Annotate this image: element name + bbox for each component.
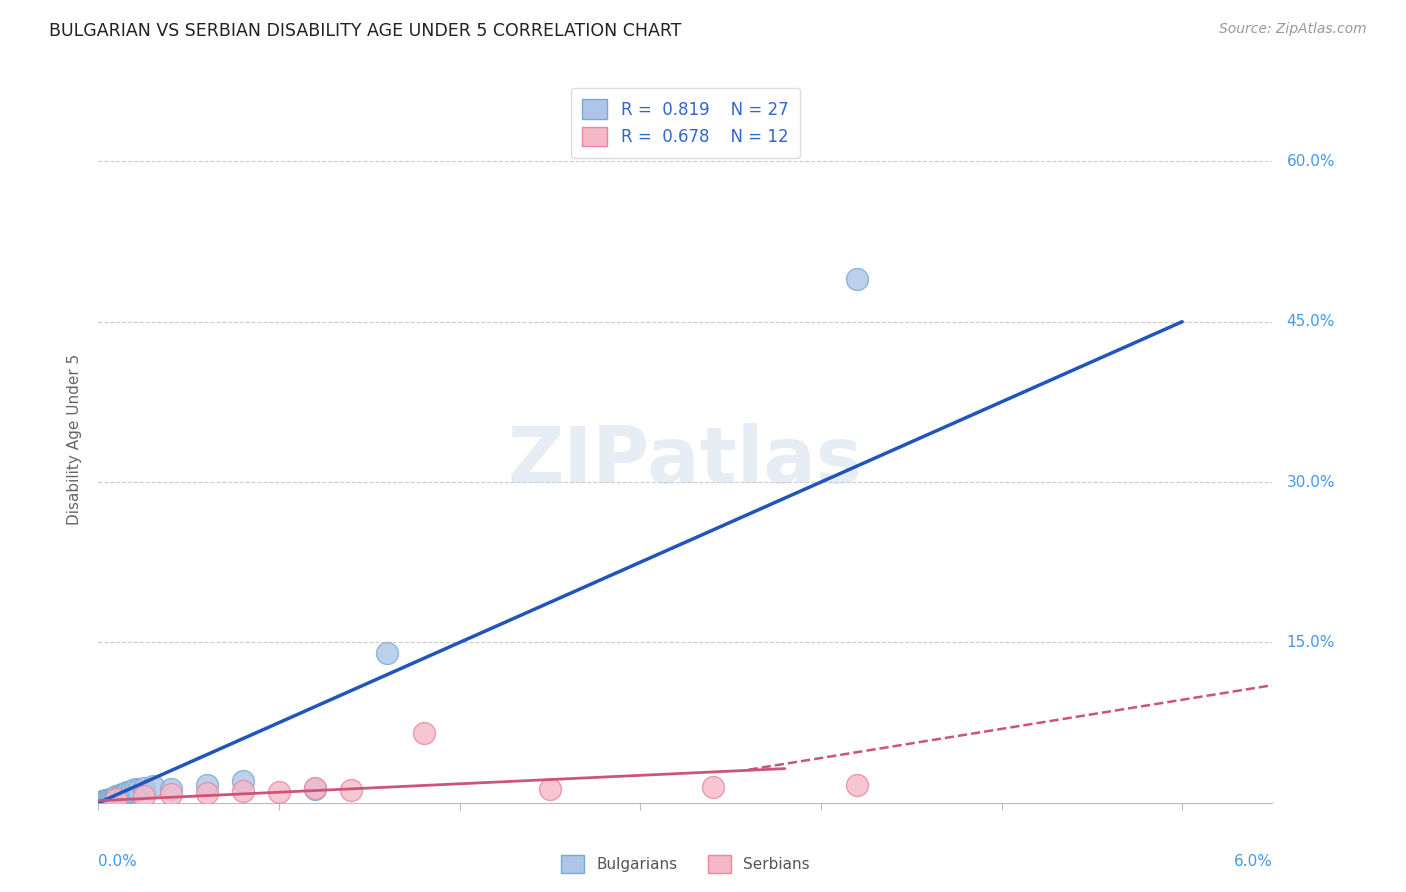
Text: Source: ZipAtlas.com: Source: ZipAtlas.com	[1219, 22, 1367, 37]
Point	[702, 780, 724, 794]
Point	[412, 726, 434, 740]
Point	[94, 792, 117, 806]
Text: 30.0%: 30.0%	[1286, 475, 1336, 490]
Point	[846, 778, 869, 792]
Point	[111, 787, 134, 801]
Point	[267, 785, 290, 799]
Y-axis label: Disability Age Under 5: Disability Age Under 5	[66, 354, 82, 524]
Point	[846, 272, 869, 286]
Point	[117, 785, 139, 799]
Point	[114, 786, 136, 800]
Point	[100, 791, 122, 805]
Text: BULGARIAN VS SERBIAN DISABILITY AGE UNDER 5 CORRELATION CHART: BULGARIAN VS SERBIAN DISABILITY AGE UNDE…	[49, 22, 682, 40]
Point	[100, 791, 122, 805]
Point	[304, 780, 326, 795]
Point	[93, 794, 115, 808]
Text: 15.0%: 15.0%	[1286, 635, 1334, 650]
Point	[124, 781, 146, 796]
Point	[105, 789, 128, 804]
Point	[132, 789, 155, 804]
Point	[127, 783, 149, 797]
Point	[159, 787, 181, 801]
Point	[195, 778, 218, 792]
Text: 0.0%: 0.0%	[98, 854, 138, 869]
Point	[96, 792, 118, 806]
Point	[98, 792, 121, 806]
Point	[120, 784, 142, 798]
Point	[232, 784, 254, 798]
Point	[91, 794, 114, 808]
Text: ZIPatlas: ZIPatlas	[508, 423, 863, 500]
Point	[101, 791, 124, 805]
Point	[104, 790, 127, 805]
Point	[340, 783, 363, 797]
Point	[105, 790, 128, 805]
Point	[304, 781, 326, 796]
Point	[232, 774, 254, 789]
Legend: Bulgarians, Serbians: Bulgarians, Serbians	[555, 849, 815, 879]
Point	[108, 789, 131, 803]
Point	[105, 791, 128, 805]
Point	[377, 646, 399, 660]
Point	[112, 789, 135, 803]
Point	[142, 779, 165, 793]
Point	[132, 780, 155, 795]
Point	[538, 781, 561, 796]
Text: 6.0%: 6.0%	[1233, 854, 1272, 869]
Point	[195, 786, 218, 800]
Text: 45.0%: 45.0%	[1286, 314, 1334, 329]
Point	[159, 781, 181, 796]
Text: 60.0%: 60.0%	[1286, 153, 1336, 169]
